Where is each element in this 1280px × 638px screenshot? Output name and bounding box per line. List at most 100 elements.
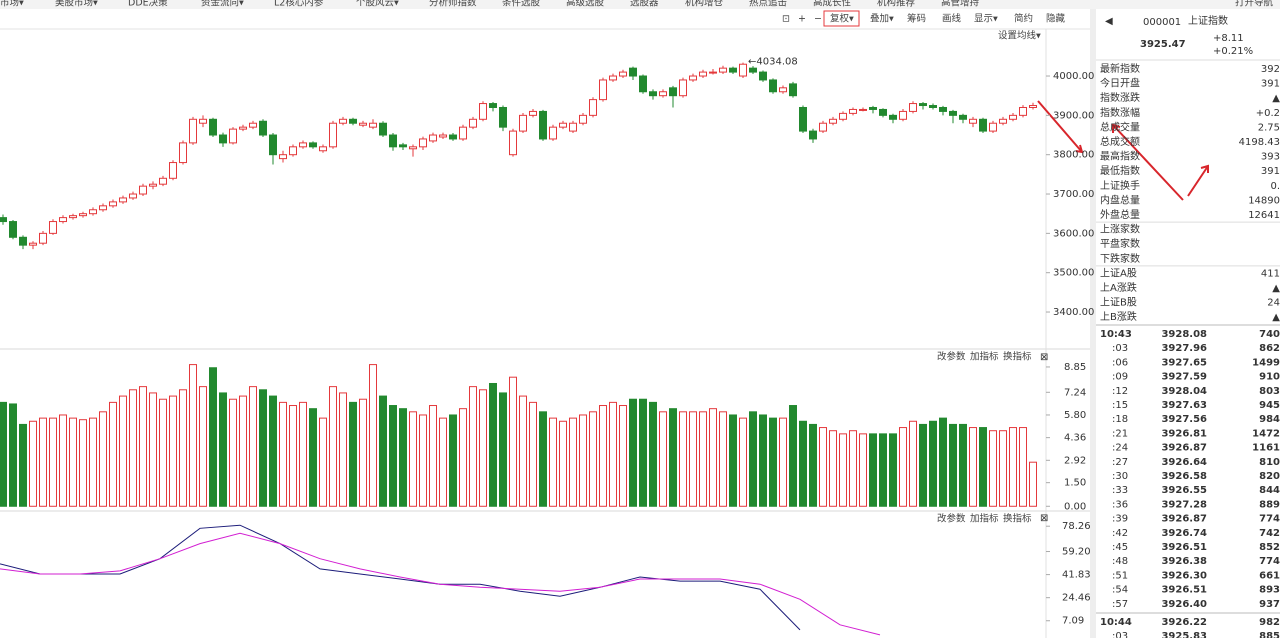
- toolbar-button[interactable]: 叠加▾: [870, 14, 894, 25]
- quote-value: 0.: [1270, 181, 1280, 192]
- quote-value: +0.2: [1256, 108, 1280, 119]
- menu-item[interactable]: 机构推荐: [877, 0, 916, 9]
- candle-body: [309, 142, 317, 148]
- quote-value: 391: [1261, 79, 1280, 90]
- pane-button[interactable]: 改参数: [937, 351, 966, 363]
- y-tick-label: 41.83: [1062, 570, 1091, 581]
- volume-bar: [369, 364, 377, 507]
- quote-value: 24: [1267, 298, 1280, 309]
- tick-price: 3926.64: [1161, 457, 1207, 468]
- splitter: [1090, 9, 1096, 638]
- volume-bar: [459, 408, 467, 507]
- close-icon[interactable]: ⊠: [1040, 352, 1048, 363]
- menu-item[interactable]: 高管增持: [941, 0, 980, 9]
- tick-volume: 893: [1259, 585, 1280, 596]
- tick-time: :33: [1112, 485, 1128, 496]
- tool-icon[interactable]: +: [798, 14, 806, 25]
- candle-body: [269, 134, 277, 156]
- volume-bar: [979, 427, 987, 507]
- pane-button[interactable]: 换指标: [1003, 513, 1032, 525]
- candle-body: [549, 126, 557, 140]
- menu-item[interactable]: L2核心内参: [274, 0, 324, 9]
- volume-bar: [1009, 427, 1017, 507]
- tick-price: 3926.55: [1161, 485, 1207, 496]
- volume-bar: [889, 433, 897, 507]
- candle-body: [229, 128, 237, 144]
- candle-body: [999, 118, 1007, 124]
- pane-button[interactable]: 改参数: [937, 513, 966, 525]
- volume-bar: [919, 423, 927, 507]
- volume-bar: [519, 395, 527, 507]
- menu-item[interactable]: 资金流向▾: [201, 0, 244, 9]
- candle-body: [559, 122, 567, 128]
- tick-time: :54: [1112, 585, 1128, 596]
- candle-body: [489, 103, 497, 108]
- volume-bar: [759, 414, 767, 507]
- menu-item[interactable]: 条件选股: [502, 0, 541, 9]
- menu-item[interactable]: 美股市场▾: [55, 0, 98, 9]
- volume-bar: [879, 433, 887, 507]
- tick-price: 3926.87: [1161, 514, 1207, 525]
- quote-value: ▲: [1272, 93, 1280, 104]
- candle-body: [939, 106, 947, 112]
- menu-item[interactable]: 个股风云▾: [356, 0, 399, 9]
- toolbar-button[interactable]: 显示▾: [974, 14, 998, 25]
- volume-bar: [509, 376, 517, 507]
- volume-bar: [139, 386, 147, 507]
- quote-value: 411: [1261, 268, 1280, 279]
- high-label: ←4034.08: [748, 57, 798, 68]
- collapse-icon[interactable]: ◀: [1105, 16, 1113, 27]
- pane-button[interactable]: 加指标: [970, 351, 999, 363]
- volume-bar: [159, 398, 167, 507]
- tick-volume: 742: [1259, 528, 1280, 539]
- candle-body: [699, 71, 707, 77]
- tick-price: 3927.56: [1161, 414, 1207, 425]
- menu-item[interactable]: DDE决策: [128, 0, 168, 9]
- candle-body: [279, 154, 287, 160]
- candle-body: [729, 67, 737, 73]
- toolbar-button[interactable]: 隐藏: [1046, 13, 1066, 25]
- candle-body: [709, 71, 717, 74]
- candle-body: [569, 122, 577, 132]
- candle-body: [799, 106, 807, 132]
- volume-bar: [769, 417, 777, 507]
- menu-item[interactable]: 热点追击: [749, 0, 787, 9]
- candle-body: [139, 185, 147, 195]
- toolbar-button[interactable]: 简约: [1014, 13, 1033, 25]
- toolbar-button[interactable]: 筹码: [907, 13, 926, 25]
- y-tick-label: 3500.00: [1053, 268, 1094, 279]
- tick-price: 3927.65: [1161, 357, 1207, 368]
- menu-item[interactable]: 高成长性: [813, 0, 852, 9]
- quote-value: 392: [1261, 64, 1280, 75]
- tick-time: :42: [1112, 528, 1128, 539]
- nav-link[interactable]: 打开导航: [1235, 0, 1274, 9]
- toolbar-button[interactable]: 画线: [942, 13, 962, 25]
- tick-volume: 937: [1259, 599, 1280, 610]
- ma-setting[interactable]: 设置均线▾: [998, 30, 1041, 42]
- menu-item[interactable]: 分析师指数: [429, 0, 477, 9]
- menu-item[interactable]: 市场▾: [0, 0, 24, 9]
- tick-price: 3926.30: [1161, 570, 1207, 581]
- candle-body: [529, 110, 537, 116]
- tool-icon[interactable]: ⊡: [782, 14, 790, 25]
- tick-time: 10:44: [1100, 617, 1132, 628]
- quote-label: 上证B股: [1100, 297, 1137, 309]
- volume-bar: [959, 423, 967, 507]
- candle-body: [119, 197, 127, 203]
- close-icon[interactable]: ⊠: [1040, 513, 1048, 524]
- menu-item[interactable]: 机构增仓: [685, 0, 724, 9]
- tick-time: :15: [1112, 400, 1128, 411]
- tick-time: :27: [1112, 457, 1128, 468]
- menu-item[interactable]: 选股器: [630, 0, 659, 9]
- y-tick-label: 4.36: [1064, 433, 1086, 444]
- pane-button[interactable]: 换指标: [1003, 351, 1032, 363]
- pane-button[interactable]: 加指标: [970, 513, 999, 525]
- y-tick-label: 8.85: [1064, 362, 1086, 373]
- toolbar-button[interactable]: 复权▾: [830, 13, 854, 25]
- y-tick-label: 5.80: [1064, 410, 1086, 421]
- tool-icon[interactable]: −: [814, 14, 822, 25]
- volume-bar: [419, 414, 427, 507]
- menu-item[interactable]: 高级选股: [566, 0, 605, 9]
- arrow: [1187, 164, 1209, 197]
- volume-bar: [739, 417, 747, 507]
